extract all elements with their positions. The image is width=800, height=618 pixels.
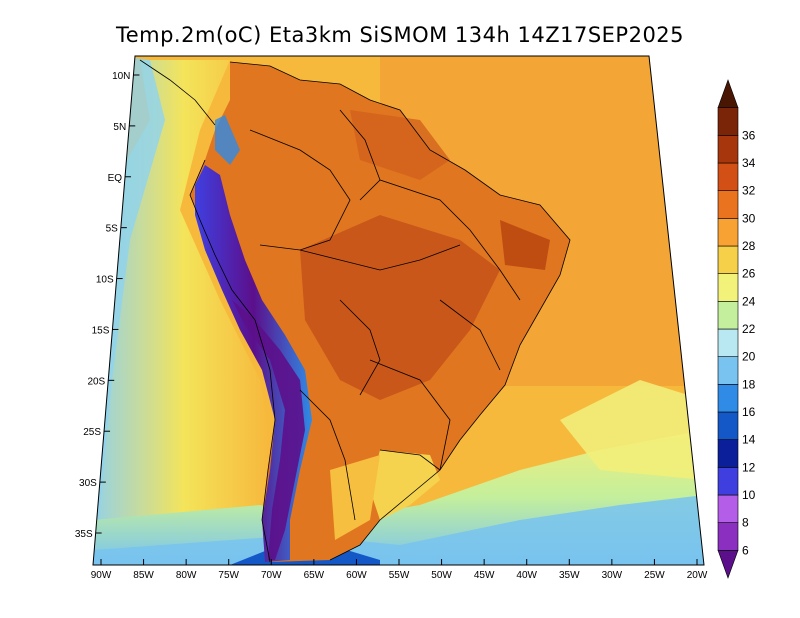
colorbar-swatch (717, 411, 739, 440)
lat-tick-label: 5N (113, 122, 126, 133)
colorbar-label: 24 (742, 294, 756, 308)
colorbar-swatch (717, 494, 739, 523)
lon-tick-label: 90W (91, 570, 112, 581)
lat-tick-label: 15S (92, 325, 110, 336)
colorbar-swatch (717, 135, 739, 164)
map-title: Temp.2m(oC) Eta3km SiSMOM 134h 14Z17SEP2… (115, 23, 684, 47)
lon-tick-label: 30W (602, 570, 623, 581)
lon-tick-label: 50W (431, 570, 452, 581)
lon-tick-label: 60W (346, 570, 367, 581)
colorbar-swatch (717, 245, 739, 274)
lon-tick-label: 55W (389, 570, 410, 581)
southern-cool-zone (370, 450, 440, 520)
colorbar-label: 30 (742, 211, 756, 225)
lon-tick-label: 65W (304, 570, 325, 581)
colorbar-label: 18 (742, 377, 756, 391)
colorbar-swatch (717, 273, 739, 302)
colorbar-label: 10 (742, 488, 756, 502)
colorbar-label: 26 (742, 267, 756, 281)
lat-tick-label: 5S (106, 224, 119, 235)
lon-tick-label: 40W (516, 570, 537, 581)
colorbar-label: 8 (742, 516, 749, 530)
colorbar-swatch (717, 384, 739, 413)
colorbar-swatch (717, 550, 739, 579)
interior-hot-zone (300, 215, 500, 400)
colorbar-label: 12 (742, 460, 756, 474)
colorbar-swatch (717, 107, 739, 136)
lat-tick-label: 30S (79, 478, 97, 489)
lat-tick-label: 25S (83, 427, 101, 438)
colorbar-label: 20 (742, 350, 756, 364)
colorbar-swatch (717, 439, 739, 468)
lat-tick-label: 10S (96, 275, 114, 286)
colorbar-swatch (717, 328, 739, 357)
longitude-axis: 90W 85W 80W 75W 70W 65W 60W 55W 50W 45W 40W 35W 30W 2… (91, 559, 708, 581)
colorbar-label: 34 (742, 156, 756, 170)
colorbar: 6 8 10 12 14 16 18 20 22 24 26 28 30 32 34 36 (717, 79, 756, 579)
colorbar-label: 14 (742, 433, 756, 447)
lat-tick-label: EQ (108, 173, 123, 184)
lat-tick-label: 10N (112, 71, 130, 82)
map-frame (92, 55, 705, 566)
colorbar-swatch (717, 522, 739, 551)
lon-tick-label: 75W (218, 570, 239, 581)
colorbar-label: 36 (742, 128, 756, 142)
lat-tick-label: 20S (87, 376, 105, 387)
colorbar-swatch (717, 218, 739, 247)
colorbar-label: 16 (742, 405, 756, 419)
latitude-axis: 10N 5N EQ 5S 10S 15S 20S 25S 30S 35S (75, 71, 140, 540)
colorbar-swatch (717, 467, 739, 496)
colorbar-swatch (717, 301, 739, 330)
lon-tick-label: 80W (176, 570, 197, 581)
lon-tick-label: 35W (559, 570, 580, 581)
country-borders (139, 59, 571, 563)
lat-tick-label: 35S (75, 529, 93, 540)
lon-tick-label: 20W (687, 570, 708, 581)
colorbar-swatch (717, 356, 739, 385)
lon-tick-label: 85W (133, 570, 154, 581)
lon-tick-label: 25W (644, 570, 665, 581)
colorbar-swatch (717, 79, 739, 108)
colorbar-label: 28 (742, 239, 756, 253)
lon-tick-label: 70W (261, 570, 282, 581)
lon-tick-label: 45W (474, 570, 495, 581)
colorbar-label: 6 (742, 543, 749, 557)
colorbar-label: 32 (742, 184, 756, 198)
colorbar-label: 22 (742, 322, 756, 336)
map-area (93, 56, 704, 565)
colorbar-swatch (717, 190, 739, 219)
colorbar-swatch (717, 162, 739, 191)
